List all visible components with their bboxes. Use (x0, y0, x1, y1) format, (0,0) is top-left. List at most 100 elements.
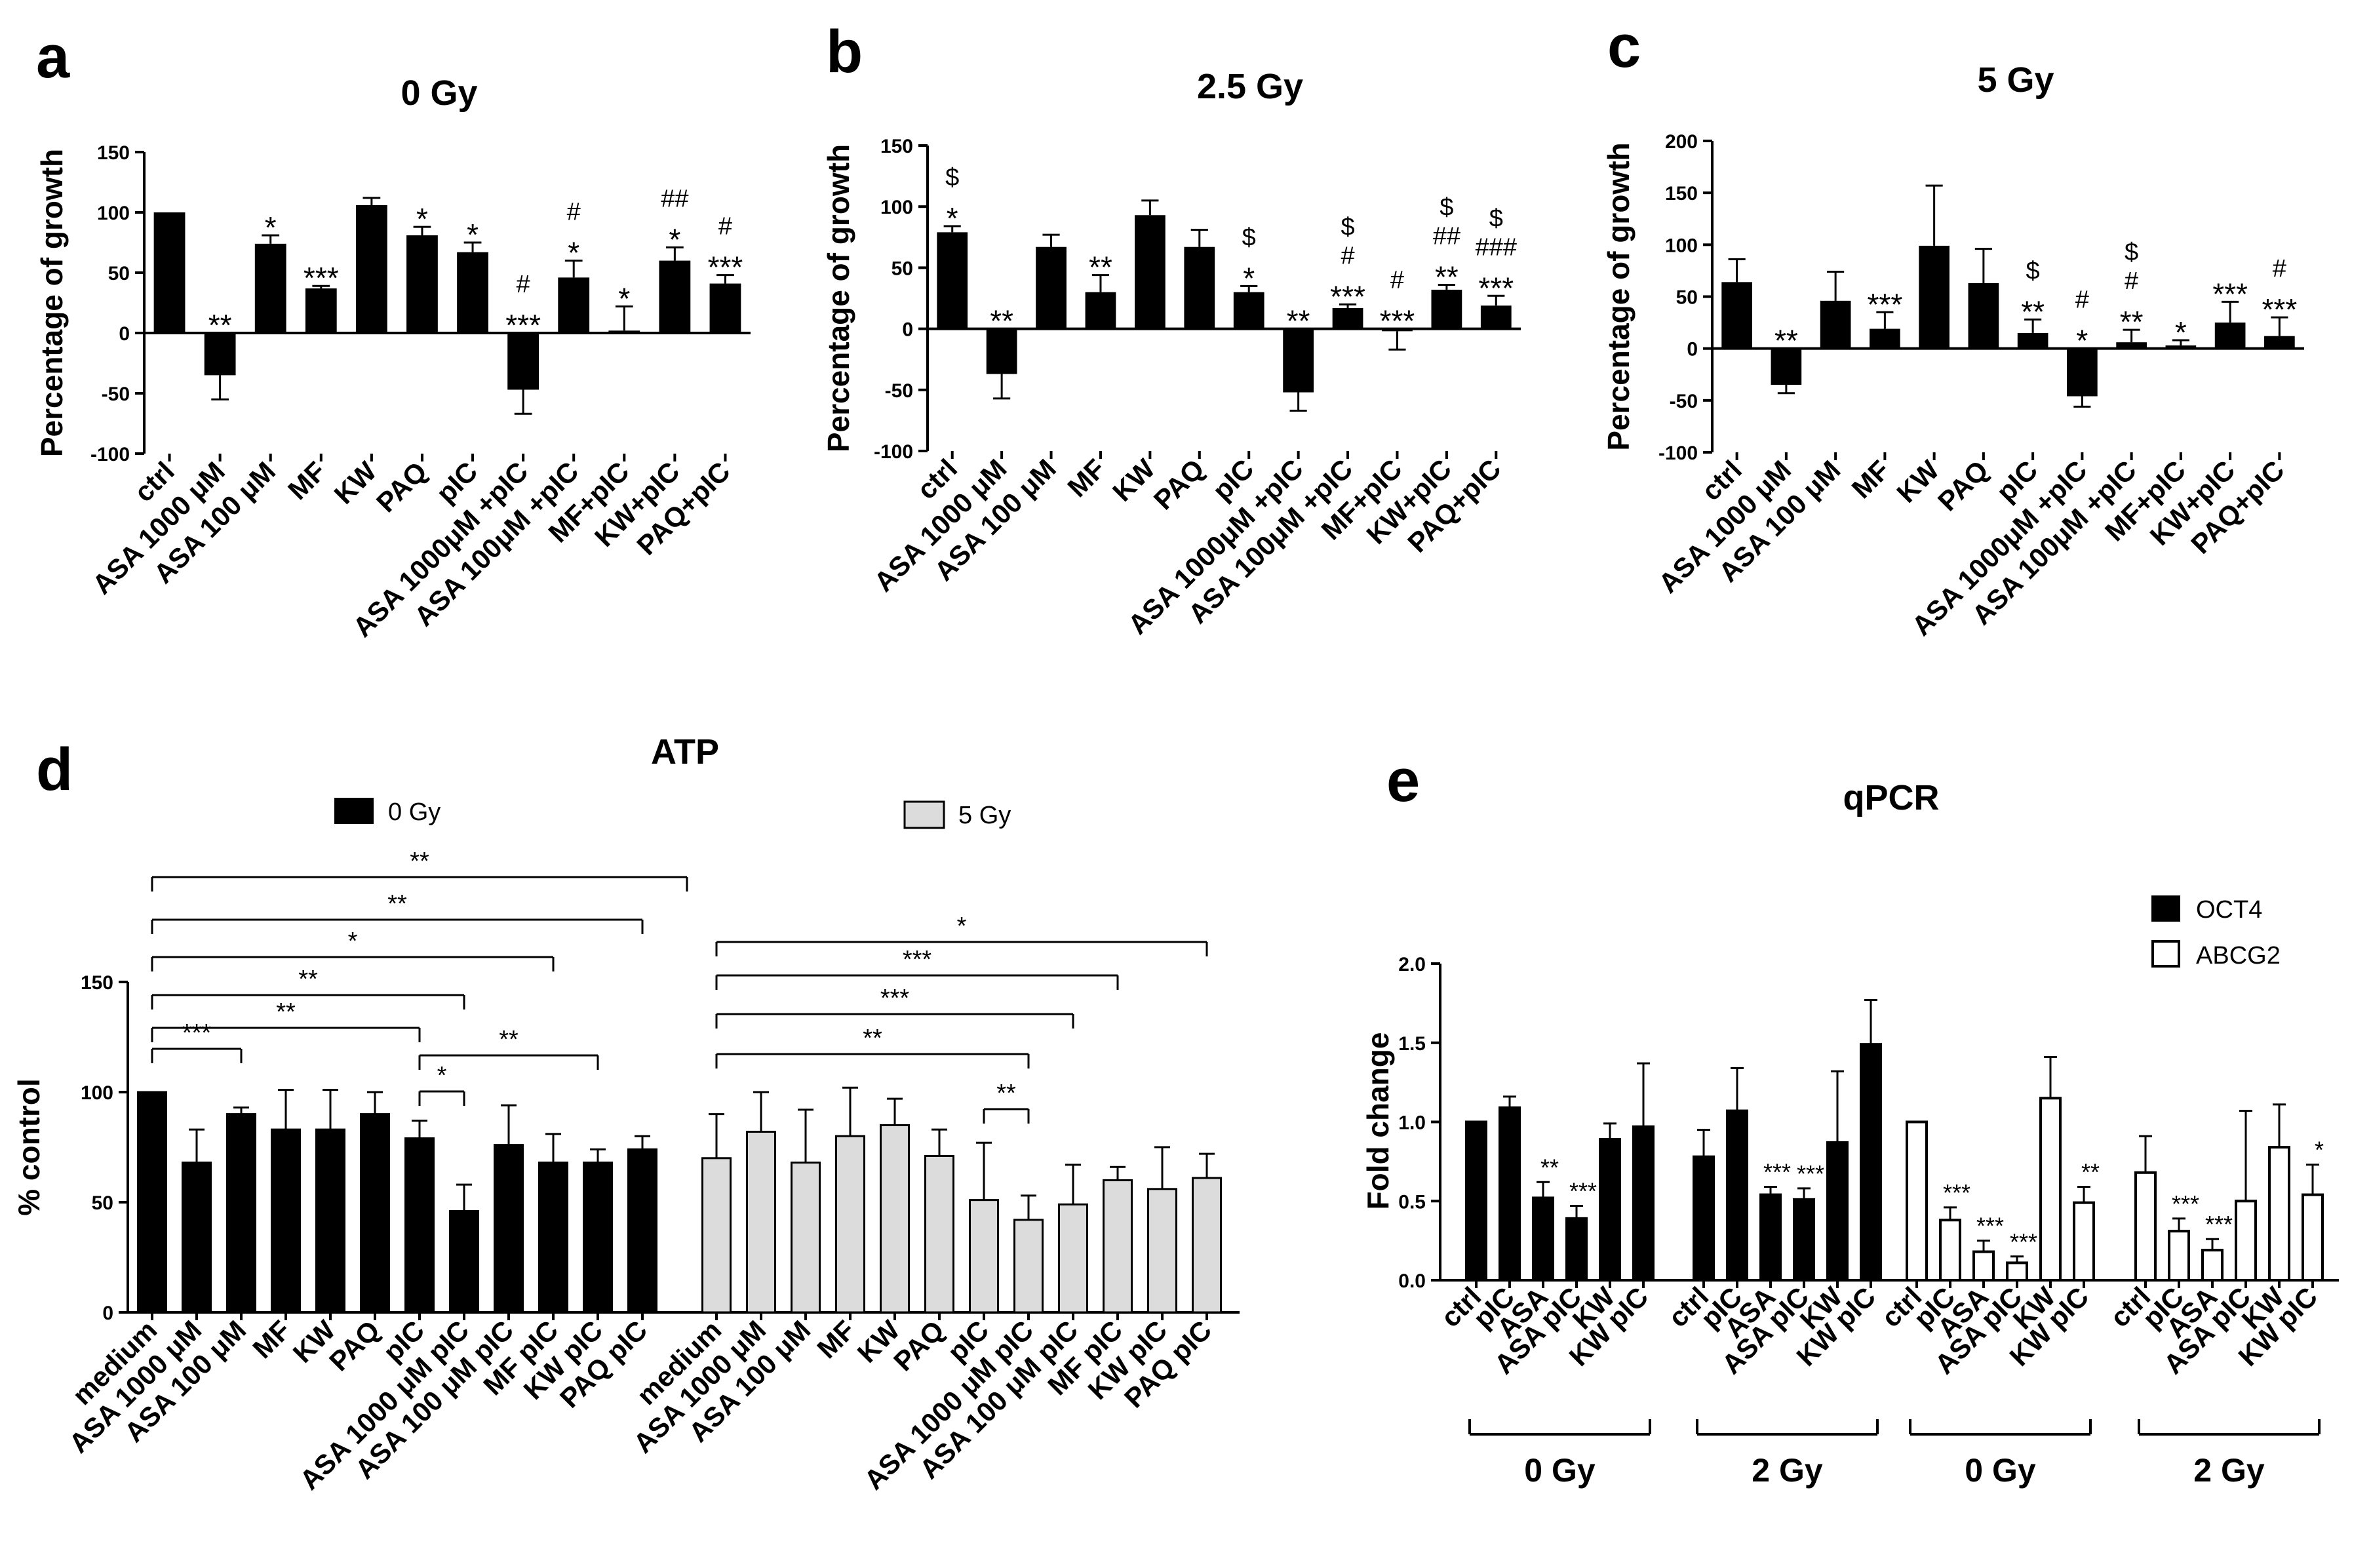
panel-e-significance-mark: *** (1943, 1179, 1970, 1206)
panel-b-bar (1480, 305, 1512, 329)
panel-b-significance-mark: ** (1089, 250, 1112, 284)
panel-b-significance-mark: *** (1478, 271, 1514, 305)
panel-d-bar (924, 1154, 954, 1314)
panel-e-significance-mark: *** (2172, 1190, 2199, 1217)
panel-d-legend-swatch-5gy (903, 800, 945, 829)
panel-c-bar (2116, 342, 2147, 349)
panel-c-significance-mark: * (2076, 324, 2088, 358)
panel-a-title: 0 Gy (401, 73, 477, 113)
panel-c-y-tick-label: -50 (1670, 391, 1698, 412)
panel-d-bar (315, 1128, 345, 1314)
panel-b-bar (1184, 246, 1215, 329)
panel-e-group-label: 2 Gy (1752, 1452, 1823, 1489)
panel-d-comparison-label: ** (298, 966, 318, 993)
panel-b-significance-mark: $ (1489, 205, 1503, 232)
panel-d-bar (701, 1157, 732, 1314)
panel-d-comparison-label: ** (996, 1080, 1016, 1107)
panel-e-bar (1906, 1120, 1928, 1282)
panel-b-significance-mark: $ (1341, 213, 1354, 241)
panel-e-bar (1793, 1198, 1815, 1282)
panel-e-bar (1693, 1155, 1715, 1282)
panel-b-significance-mark: * (947, 201, 958, 235)
panel-e-bar (1726, 1109, 1748, 1282)
panel-e-y-tick-label: 0.0 (1398, 1270, 1426, 1292)
panel-a-bar (608, 330, 640, 333)
panel-b-significance-mark: *** (1330, 279, 1365, 313)
panel-a-bar (406, 235, 438, 333)
panel-d-bar (226, 1113, 256, 1314)
panel-d-comparison-label: *** (182, 1019, 212, 1047)
panel-b-bar (1085, 292, 1116, 329)
panel-d-bar (449, 1209, 479, 1314)
panel-d-bar (627, 1148, 657, 1314)
panel-a-significance-mark: *** (505, 308, 541, 342)
panel-b-significance-mark: $ (1242, 224, 1256, 251)
panel-a-significance-mark: # (567, 199, 581, 226)
panel-c-bar (2165, 345, 2197, 349)
panel-c-bar (1820, 300, 1851, 349)
panel-c-y-tick-label: 200 (1665, 131, 1698, 153)
panel-a-significance-mark: * (416, 202, 428, 236)
panel-e-letter: e (1386, 747, 1420, 814)
panel-c-y-tick-label: 150 (1665, 183, 1698, 205)
panel-e-legend-swatch-abcg2 (2151, 940, 2180, 968)
panel-b-y-tick-label: 150 (880, 136, 913, 157)
panel-d-x-tick-label: MF (811, 1314, 861, 1364)
panel-c-x-tick-label: MF (1846, 454, 1896, 504)
panel-d-bar (583, 1162, 613, 1314)
panel-b-x-tick-label: PAQ (1148, 453, 1210, 515)
panel-e-bar (2268, 1146, 2290, 1282)
panel-a-significance-mark: ** (208, 308, 232, 342)
panel-d-y-tick-label: 150 (81, 972, 113, 994)
panel-d-comparison-label: *** (880, 985, 910, 1012)
panel-e-significance-mark: ** (2081, 1159, 2100, 1186)
panel-d-comparison-label: ** (276, 998, 296, 1026)
panel-d-y-tick-label: 100 (81, 1082, 113, 1104)
panel-b-bar (937, 232, 968, 329)
panel-d-bar (494, 1144, 524, 1314)
panel-b-significance-mark: * (1243, 261, 1255, 295)
panel-a-y-tick-label: 50 (108, 263, 130, 284)
panel-a-bar (457, 252, 488, 333)
panel-d-comparison-label: * (957, 912, 967, 940)
panel-e-significance-mark: ** (1540, 1154, 1559, 1181)
panel-a-significance-mark: * (265, 210, 277, 245)
panel-e-bar (1565, 1217, 1588, 1282)
panel-a-significance-mark: *** (708, 250, 743, 284)
panel-d-bar (271, 1128, 301, 1314)
panel-c-y-tick-label: 0 (1687, 339, 1698, 361)
panel-a-significance-mark: *** (304, 261, 339, 295)
panel-b-bar (1036, 246, 1067, 329)
panel-e-significance-mark: *** (2010, 1228, 2037, 1255)
panel-e-bar (1759, 1193, 1782, 1282)
panel-e-bar (2073, 1201, 2095, 1282)
panel-e-bar (1532, 1196, 1554, 1282)
panel-d-bar (1103, 1179, 1133, 1314)
panel-e-significance-mark: * (2315, 1137, 2324, 1164)
panel-d-comparison-label: ** (499, 1026, 519, 1053)
panel-c-y-tick-label: 100 (1665, 235, 1698, 256)
panel-c-bar (1870, 328, 1900, 349)
panel-a-bar (305, 288, 337, 333)
panel-b-bar (1283, 328, 1314, 393)
panel-e-significance-mark: *** (1569, 1177, 1597, 1204)
panel-a-significance-mark: # (718, 213, 732, 241)
panel-e-bar (1499, 1106, 1521, 1282)
panel-e-y-tick-label: 0.5 (1398, 1191, 1426, 1213)
panel-a-y-tick-label: -100 (90, 444, 130, 465)
panel-b-letter: b (826, 18, 863, 85)
panel-d-comparison-label: ** (410, 848, 429, 875)
panel-b-bar (1431, 289, 1462, 329)
panel-d-y-tick-label: 0 (102, 1303, 113, 1324)
panel-a-significance-mark: ## (661, 185, 688, 212)
panel-e-group-label: 0 Gy (1524, 1452, 1596, 1489)
panel-a-letter: a (36, 24, 70, 90)
panel-e-bar (2168, 1230, 2190, 1282)
panel-e-legend-label: OCT4 (2196, 896, 2262, 924)
panel-b-significance-mark: ## (1433, 222, 1460, 250)
panel-e-legend-label: ABCG2 (2196, 942, 2281, 970)
panel-b-y-tick-label: -50 (885, 380, 913, 402)
panel-c-bar (2017, 332, 2048, 349)
panel-a-x-tick-label: KW (328, 456, 383, 510)
panel-c-significance-mark: # (2125, 267, 2138, 295)
